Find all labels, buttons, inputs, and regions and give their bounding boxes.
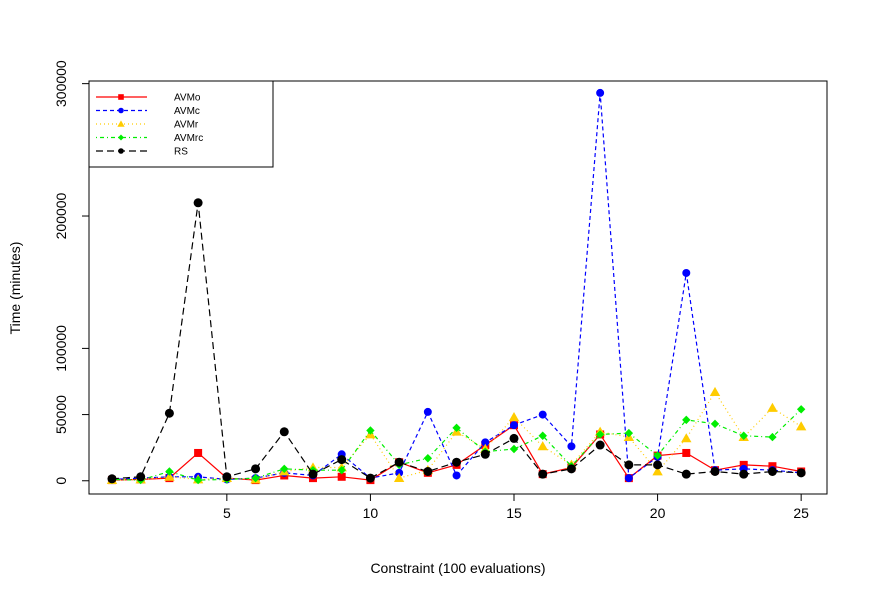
point-avmr [681, 433, 692, 443]
point-avmo [337, 472, 346, 481]
point-avmc [481, 438, 490, 447]
point-rs [337, 455, 347, 465]
point-rs [193, 198, 203, 208]
point-rs [222, 472, 232, 482]
legend-label-avmrc: AVMrc [174, 133, 203, 144]
point-rs [394, 457, 404, 467]
x-tick-label: 15 [506, 505, 522, 521]
point-rs [509, 433, 519, 443]
point-avmrc [739, 431, 748, 440]
y-tick-label: 0 [53, 477, 69, 485]
point-avmr [393, 472, 405, 483]
point-avmo [194, 448, 203, 457]
point-avmo [682, 448, 691, 457]
legend-marker-avmrc [118, 134, 124, 141]
point-avmc [624, 474, 633, 483]
point-avmrc [366, 426, 375, 435]
point-avmrc [710, 419, 720, 429]
point-rs [480, 449, 490, 459]
point-rs [279, 427, 289, 437]
point-avmrc [768, 432, 777, 442]
point-rs [164, 408, 174, 418]
legend-label-avmr: AVMr [174, 120, 199, 131]
point-rs [452, 457, 462, 467]
point-avmr [537, 441, 548, 451]
point-avmr [508, 412, 520, 422]
point-rs [107, 474, 117, 484]
point-avmr [164, 471, 175, 481]
legend-label-avmc: AVMc [174, 106, 200, 117]
legend-label-rs: RS [174, 147, 188, 158]
series-rs [107, 198, 806, 484]
point-rs [796, 468, 806, 478]
point-rs [595, 440, 605, 450]
point-rs [566, 464, 576, 474]
point-avmc [538, 410, 547, 419]
point-rs [251, 464, 261, 474]
x-tick-label: 20 [650, 505, 666, 521]
point-avmr [709, 386, 721, 396]
point-avmc [567, 442, 576, 451]
point-avmrc [193, 475, 203, 485]
point-avmc [509, 421, 518, 430]
point-avmc [395, 468, 404, 477]
series-line-rs [111, 202, 802, 480]
point-rs [423, 466, 433, 476]
point-avmrc [251, 473, 260, 483]
point-rs [710, 466, 720, 476]
point-avmc [682, 268, 691, 277]
legend: AVMo AVMc AVMr AVMrc RS [88, 80, 274, 168]
y-axis-label: Time (minutes) [7, 242, 23, 335]
point-rs [681, 469, 691, 479]
point-avmr [795, 421, 807, 431]
axes: 5 10 15 20 25 0 50000 100000 200000 300000 [53, 60, 809, 521]
point-rs [767, 466, 777, 476]
y-tick-label: 50000 [53, 395, 69, 434]
y-tick-label: 300000 [53, 60, 69, 107]
point-rs [538, 469, 548, 479]
x-tick-label: 10 [363, 505, 379, 521]
legend-label-avmo: AVMo [174, 93, 201, 104]
point-avmrc [653, 451, 662, 460]
x-tick-label: 25 [793, 505, 809, 521]
point-rs [365, 473, 375, 483]
point-rs [739, 469, 749, 479]
y-tick-label: 100000 [53, 325, 69, 372]
point-avmrc [423, 454, 433, 463]
point-avmrc [796, 405, 806, 414]
point-avmc [596, 88, 605, 97]
legend-marker-avmo [118, 94, 124, 100]
point-rs [624, 460, 634, 470]
legend-marker-avmc [118, 107, 124, 114]
x-axis-label: Constraint (100 evaluations) [370, 560, 545, 576]
x-tick-label: 5 [223, 505, 231, 521]
legend-marker-rs [118, 148, 124, 154]
series-avmr [106, 386, 807, 485]
point-avmrc [165, 467, 174, 476]
point-avmrc [452, 423, 461, 433]
series-layer [106, 88, 807, 485]
point-avmrc [280, 464, 289, 474]
point-avmc [423, 407, 432, 416]
point-avmc [452, 471, 461, 480]
point-avmrc [509, 444, 519, 454]
point-rs [308, 469, 318, 479]
point-avmrc [624, 428, 634, 438]
legend-marker-avmr [117, 120, 125, 127]
point-avmrc [682, 415, 691, 425]
point-avmrc [538, 431, 547, 440]
point-avmr [652, 466, 663, 476]
point-rs [653, 460, 663, 470]
y-tick-label: 200000 [53, 192, 69, 239]
point-avmrc [337, 465, 346, 475]
point-avmr [767, 402, 778, 412]
point-rs [136, 472, 146, 482]
point-avmrc [595, 430, 605, 439]
